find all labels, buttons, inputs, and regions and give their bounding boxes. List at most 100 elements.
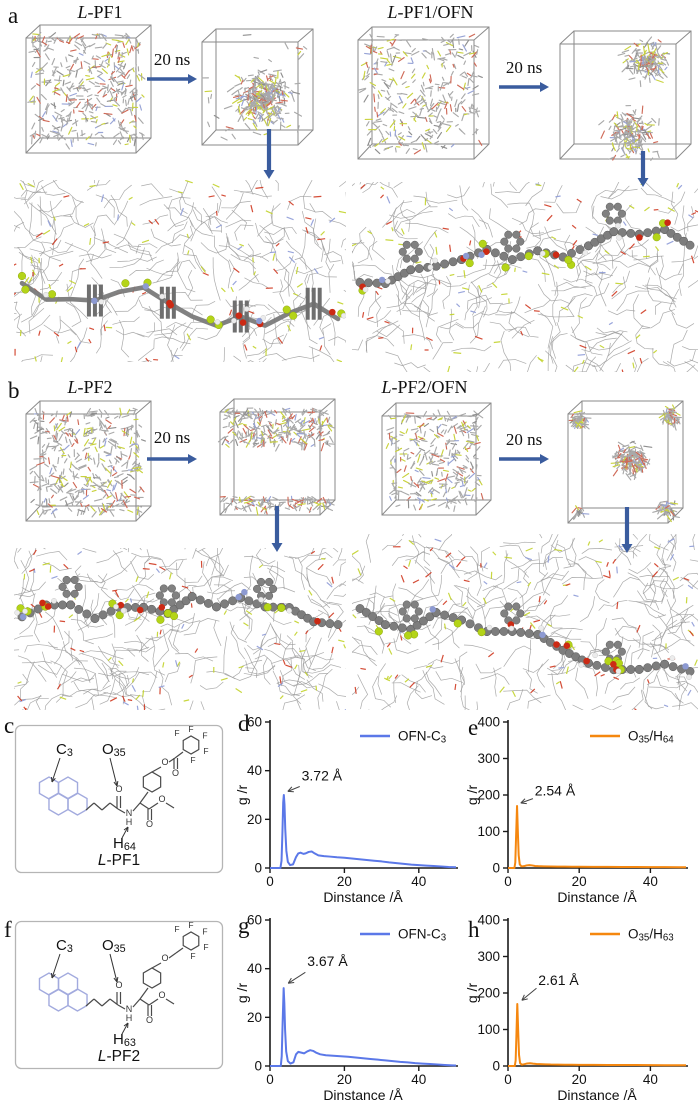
md-snapshot-lpf1-initial	[25, 24, 152, 154]
sim-title-italic: L	[387, 2, 398, 22]
rdf-chart-ofn-c3-lpf2: 0 20 40 0 20 40 60 Dinstance /Å g /r OFN-C3 3.67 Å	[236, 908, 470, 1104]
svg-text:F: F	[203, 942, 208, 952]
zoom-arrow-icon	[263, 129, 275, 179]
svg-text:20: 20	[337, 874, 352, 889]
svg-text:H: H	[126, 817, 133, 827]
svg-text:0: 0	[254, 1059, 262, 1074]
svg-text:200: 200	[477, 788, 500, 803]
svg-text:F: F	[174, 924, 179, 934]
sim-title-lpf2-ofn: L-PF2/OFN	[372, 377, 477, 398]
svg-text:Dinstance /Å: Dinstance /Å	[557, 889, 637, 905]
svg-text:O: O	[158, 990, 165, 1000]
md-snapshot-lpf1ofn-final	[559, 30, 692, 161]
svg-text:60: 60	[247, 715, 262, 730]
time-arrow-label: 20 ns	[505, 430, 543, 449]
time-arrow-icon	[147, 74, 197, 84]
svg-text:0: 0	[266, 874, 274, 889]
md-zoom-view-lpf1	[14, 180, 346, 362]
md-zoom-view-lpf2ofn	[352, 534, 698, 710]
svg-text:F: F	[203, 746, 208, 756]
svg-text:O35/H63: O35/H63	[628, 927, 674, 944]
md-snapshot-lpf2-initial	[25, 400, 152, 522]
panel-letter-b: b	[8, 378, 20, 403]
sim-title-rest: -PF1	[87, 2, 123, 22]
panel-letter-d: d	[238, 711, 250, 736]
svg-text:400: 400	[477, 913, 500, 928]
svg-text:N: N	[126, 1004, 133, 1014]
svg-text:40: 40	[411, 874, 426, 889]
svg-text:OFN-C3: OFN-C3	[398, 729, 446, 746]
sim-title-italic: L	[67, 377, 78, 397]
zoom-arrow-icon	[621, 507, 633, 553]
panel-letter-g: g	[238, 913, 250, 938]
svg-text:400: 400	[477, 715, 500, 730]
md-zoom-view-lpf2	[14, 548, 346, 710]
svg-text:300: 300	[477, 949, 500, 964]
svg-text:20: 20	[572, 1072, 587, 1087]
svg-text:F: F	[190, 951, 195, 961]
md-snapshot-lpf1-final	[201, 28, 314, 146]
time-arrow-icon	[499, 454, 549, 464]
svg-text:F: F	[190, 755, 195, 765]
md-snapshot-lpf2ofn-final	[567, 400, 684, 524]
svg-text:g /r: g /r	[236, 983, 250, 1004]
md-snapshot-lpf2ofn-initial	[381, 402, 492, 516]
time-arrow-label: 20 ns	[505, 58, 543, 77]
svg-text:L-PF2: L-PF2	[98, 1048, 140, 1065]
svg-text:H: H	[126, 1013, 133, 1023]
svg-text:3.72 Å: 3.72 Å	[302, 767, 343, 783]
structure-panel-lpf2: O N H O F F F F F O O C3 O35 H63 L-PF2	[14, 920, 224, 1070]
svg-text:3.67 Å: 3.67 Å	[307, 953, 348, 969]
svg-text:g /r: g /r	[466, 785, 480, 806]
sim-title-lpf2: L-PF2	[40, 377, 140, 398]
svg-text:g /r: g /r	[236, 785, 250, 806]
structure-panel-lpf1: O N H O O F F F F F O O C3 O35 H64 L-PF1	[14, 724, 224, 874]
svg-text:0: 0	[504, 1072, 512, 1087]
svg-text:O: O	[115, 980, 122, 990]
rdf-chart-ofn-c3-lpf1: 0 20 40 0 20 40 60 Dinstance /Å g /r OFN-C3 3.72 Å	[236, 710, 470, 906]
svg-text:100: 100	[477, 1022, 500, 1037]
zoom-arrow-icon	[271, 506, 283, 552]
svg-text:Dinstance /Å: Dinstance /Å	[323, 889, 403, 905]
svg-text:40: 40	[411, 1072, 426, 1087]
svg-text:g /r: g /r	[466, 983, 480, 1004]
panel-letter-f: f	[4, 917, 12, 942]
svg-text:2.61 Å: 2.61 Å	[538, 972, 579, 988]
svg-text:200: 200	[477, 986, 500, 1001]
sim-title-rest: -PF2	[77, 377, 113, 397]
svg-text:O: O	[146, 1015, 153, 1025]
svg-text:0: 0	[254, 861, 262, 876]
svg-text:F: F	[188, 724, 193, 734]
svg-text:C3: C3	[56, 937, 73, 955]
svg-text:C3: C3	[56, 741, 73, 759]
sim-title-rest: -PF2/OFN	[391, 377, 468, 397]
svg-text:O35: O35	[102, 741, 126, 759]
svg-text:O35: O35	[102, 937, 126, 955]
svg-text:L-PF1: L-PF1	[98, 852, 140, 869]
sim-title-italic: L	[381, 377, 392, 397]
svg-text:40: 40	[643, 1072, 658, 1087]
svg-text:F: F	[202, 927, 207, 937]
time-arrow-icon	[499, 82, 549, 92]
svg-text:2.54 Å: 2.54 Å	[535, 783, 576, 799]
svg-text:40: 40	[247, 763, 262, 778]
sim-title-rest: -PF1/OFN	[397, 2, 474, 22]
svg-text:OFN-C3: OFN-C3	[398, 927, 446, 944]
svg-text:O: O	[172, 768, 179, 778]
svg-text:0: 0	[492, 1059, 500, 1074]
sim-title-lpf1-ofn: L-PF1/OFN	[378, 2, 483, 23]
svg-text:Dinstance /Å: Dinstance /Å	[323, 1087, 403, 1103]
panel-letter-e: e	[468, 715, 479, 740]
time-arrow-label: 20 ns	[153, 50, 191, 69]
time-arrow-label: 20 ns	[153, 428, 191, 447]
svg-text:F: F	[188, 920, 193, 930]
svg-text:20: 20	[337, 1072, 352, 1087]
svg-text:20: 20	[247, 812, 262, 827]
svg-text:300: 300	[477, 751, 500, 766]
sim-title-lpf1: L-PF1	[50, 2, 150, 23]
svg-text:40: 40	[247, 961, 262, 976]
panel-letter-a: a	[8, 3, 19, 28]
svg-text:0: 0	[492, 861, 500, 876]
